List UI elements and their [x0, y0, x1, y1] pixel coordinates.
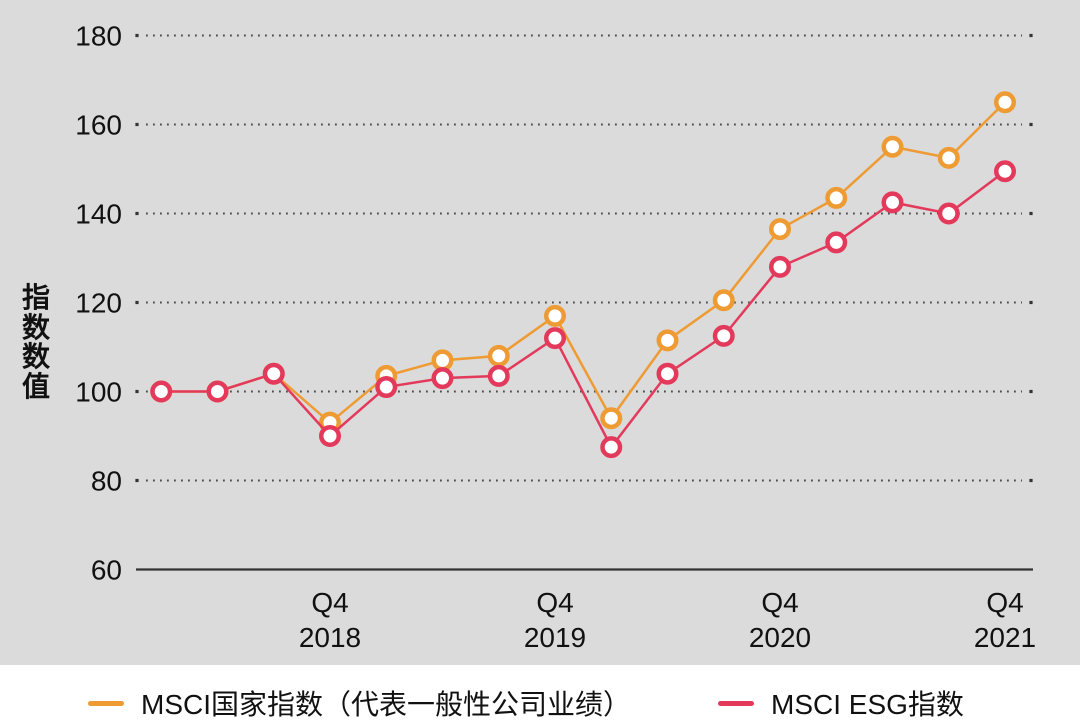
svg-text:2019: 2019: [524, 622, 586, 653]
legend-swatch-pink: [718, 700, 754, 706]
svg-text:Q4: Q4: [761, 587, 798, 618]
legend-label: MSCI国家指数（代表一般性公司业绩）: [141, 689, 632, 720]
svg-text:160: 160: [75, 110, 122, 141]
svg-text:80: 80: [91, 466, 122, 497]
legend-item-country-index: MSCI国家指数（代表一般性公司业绩）: [88, 665, 631, 722]
svg-text:Q4: Q4: [536, 587, 573, 618]
svg-text:2018: 2018: [299, 622, 361, 653]
line-chart: 60 80 100 120 140 160 180 Q4 2018 Q4 2019 Q4 2020 Q4 2…: [75, 21, 1036, 654]
plot-panel: [0, 0, 1080, 665]
svg-text:180: 180: [75, 21, 122, 52]
legend-label: MSCI ESG指数: [771, 689, 964, 720]
svg-text:100: 100: [75, 377, 122, 408]
svg-text:60: 60: [91, 555, 122, 586]
legend: MSCI国家指数（代表一般性公司业绩） MSCI ESG指数: [0, 665, 1080, 722]
svg-text:120: 120: [75, 288, 122, 319]
svg-text:Q4: Q4: [986, 587, 1023, 618]
svg-text:Q4: Q4: [311, 587, 348, 618]
svg-text:2020: 2020: [749, 622, 811, 653]
svg-text:2021: 2021: [974, 622, 1036, 653]
y-axis-title: 指数数值: [21, 282, 50, 402]
legend-swatch-orange: [88, 700, 124, 706]
legend-item-esg-index: MSCI ESG指数: [718, 665, 964, 722]
svg-text:140: 140: [75, 199, 122, 230]
